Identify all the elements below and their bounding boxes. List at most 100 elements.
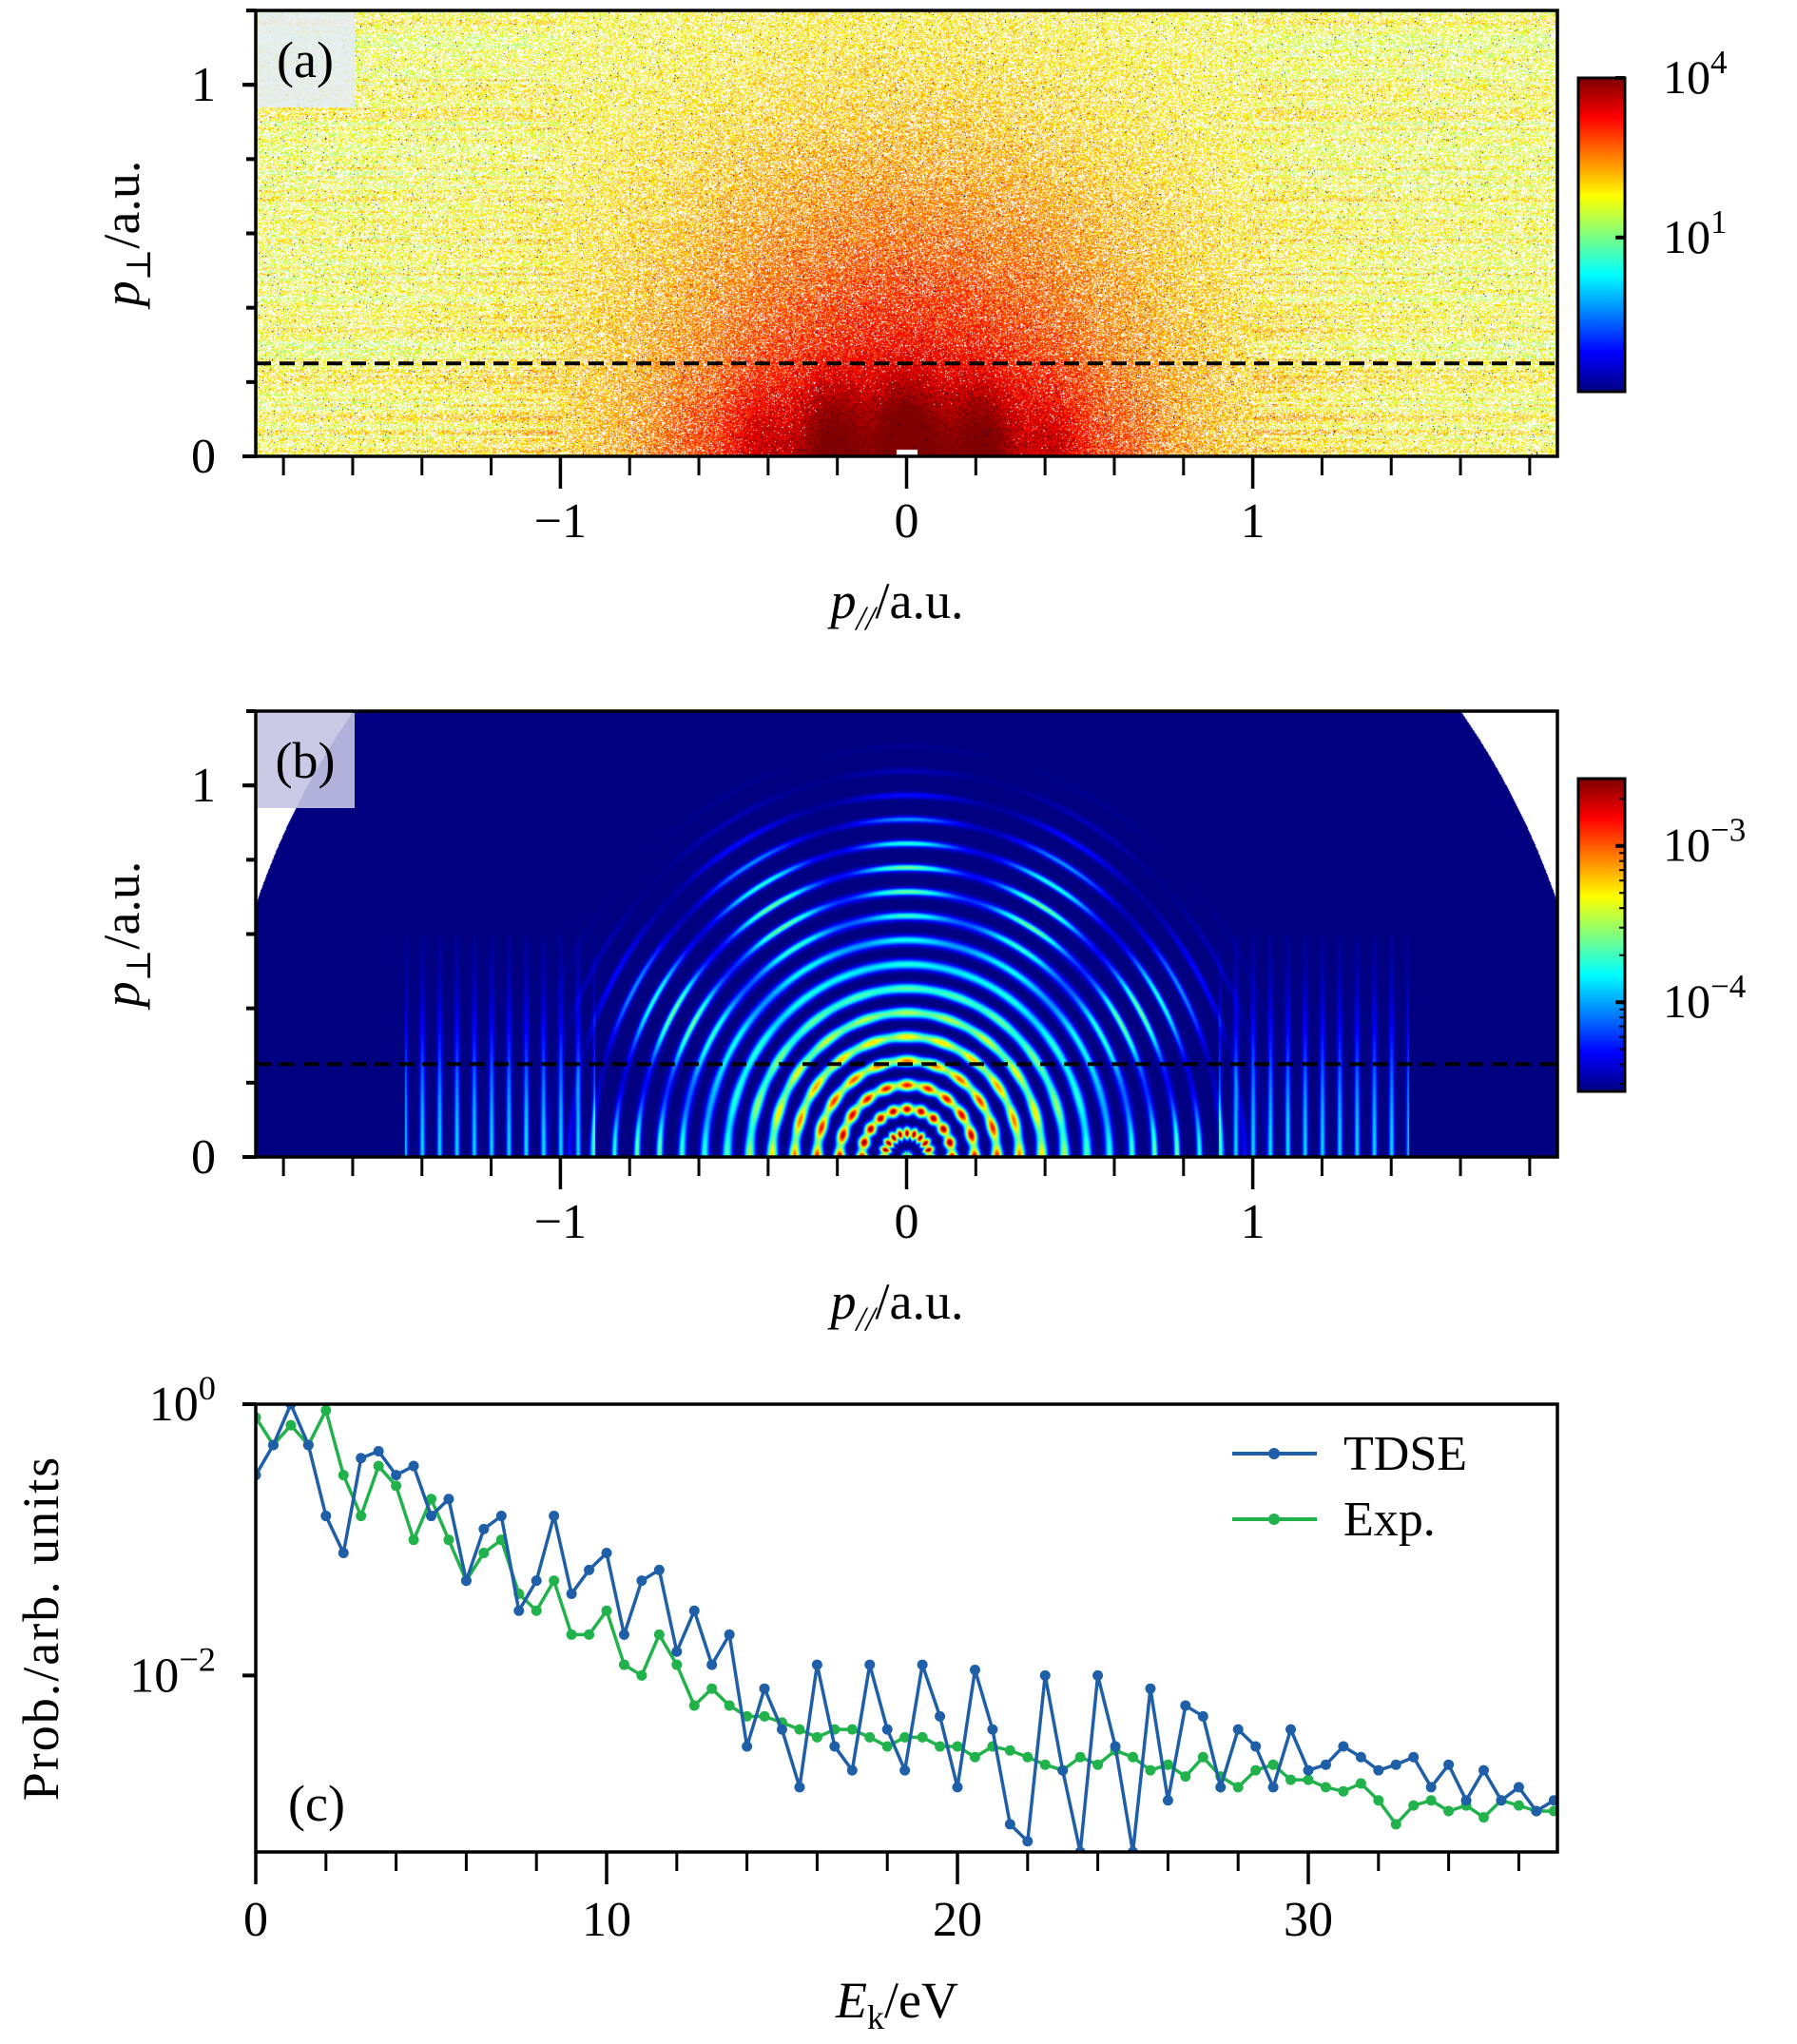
- data-point: [636, 1575, 647, 1587]
- panel-label: (a): [277, 31, 334, 88]
- data-point: [881, 1741, 893, 1752]
- data-point: [1320, 1759, 1331, 1770]
- data-point: [1338, 1785, 1349, 1797]
- data-point: [1355, 1751, 1366, 1763]
- data-point: [846, 1724, 858, 1735]
- data-point: [1320, 1782, 1331, 1793]
- x-tick-label: 0: [895, 494, 919, 549]
- data-point: [1197, 1710, 1208, 1722]
- y-tick-label: 1: [191, 759, 216, 813]
- data-point: [1513, 1782, 1524, 1793]
- data-point: [636, 1669, 647, 1681]
- data-point: [917, 1731, 928, 1743]
- colorbar-tick-label: 101: [1663, 203, 1728, 263]
- data-point: [1039, 1759, 1051, 1770]
- data-point: [1425, 1782, 1437, 1793]
- y-axis-label: Prob./arb. units: [12, 1456, 69, 1802]
- panel-label-box: [258, 713, 355, 808]
- x-tick-label: 0: [895, 1195, 919, 1249]
- data-point: [320, 1511, 332, 1522]
- data-point: [794, 1724, 805, 1735]
- data-point: [1092, 1759, 1104, 1770]
- data-point: [1232, 1782, 1244, 1793]
- data-point: [1355, 1778, 1366, 1789]
- data-point: [935, 1710, 946, 1722]
- data-point: [1373, 1795, 1384, 1806]
- colorbar-tick-label: 10−3: [1663, 812, 1746, 872]
- data-point: [987, 1724, 998, 1735]
- series-tdse: [256, 1404, 1557, 1852]
- data-point: [1162, 1795, 1173, 1806]
- data-point: [969, 1664, 980, 1675]
- x-tick-label: −1: [534, 1195, 587, 1249]
- colorbar-tick-label: 10−4: [1663, 968, 1746, 1028]
- panel-label-box: [258, 12, 355, 107]
- data-point: [811, 1731, 822, 1743]
- data-point: [864, 1731, 876, 1743]
- data-point: [1285, 1724, 1297, 1735]
- data-point: [478, 1548, 490, 1559]
- data-point: [899, 1764, 911, 1776]
- data-point: [1074, 1751, 1086, 1763]
- data-point: [1338, 1741, 1349, 1752]
- data-point: [1285, 1774, 1297, 1785]
- data-point: [1162, 1759, 1173, 1770]
- x-tick-label: −1: [534, 494, 587, 549]
- colorbar-b: [1578, 779, 1625, 1091]
- data-point: [759, 1683, 770, 1694]
- data-point: [601, 1548, 612, 1559]
- data-point: [653, 1629, 665, 1640]
- x-tick-label: 10: [582, 1893, 631, 1947]
- data-point: [373, 1445, 384, 1456]
- x-axis-label: Ek/eV: [835, 1972, 958, 2036]
- data-point: [706, 1683, 718, 1694]
- data-point: [1110, 1741, 1121, 1752]
- data-point: [671, 1659, 683, 1670]
- data-point: [794, 1782, 805, 1793]
- data-point: [1548, 1795, 1557, 1806]
- data-point: [356, 1511, 367, 1522]
- data-point: [1478, 1764, 1490, 1776]
- data-point: [777, 1724, 788, 1735]
- data-point: [917, 1659, 928, 1670]
- data-point: [688, 1700, 700, 1711]
- colorbar-frame: [1576, 777, 1627, 1093]
- y-tick-label: 1: [191, 58, 216, 112]
- x-axis-label: p///a.u.: [827, 572, 964, 637]
- data-point: [443, 1494, 454, 1505]
- data-point: [531, 1575, 542, 1587]
- data-point: [531, 1605, 542, 1616]
- data-point: [391, 1480, 402, 1492]
- y-tick-label: 0: [191, 1130, 216, 1185]
- x-tick-label: 1: [1241, 1195, 1266, 1249]
- data-point: [1039, 1669, 1051, 1681]
- data-point: [426, 1494, 437, 1505]
- data-point: [373, 1460, 384, 1472]
- data-point: [338, 1470, 349, 1481]
- data-point: [671, 1646, 683, 1657]
- data-point: [969, 1751, 980, 1763]
- panel-label: (c): [288, 1775, 345, 1832]
- data-point: [864, 1659, 876, 1670]
- data-point: [1425, 1795, 1437, 1806]
- data-point: [338, 1548, 349, 1559]
- data-point: [899, 1731, 911, 1743]
- plot-frame: [254, 709, 1559, 1159]
- data-point: [460, 1575, 472, 1587]
- data-point: [478, 1523, 490, 1534]
- legend-label: Exp.: [1343, 1493, 1436, 1547]
- data-point: [688, 1605, 700, 1616]
- data-point: [1022, 1751, 1034, 1763]
- data-point: [618, 1629, 629, 1640]
- data-point: [742, 1741, 753, 1752]
- data-point: [1390, 1819, 1401, 1830]
- x-tick-label: 30: [1284, 1893, 1333, 1947]
- data-point: [724, 1700, 735, 1711]
- data-point: [1478, 1812, 1490, 1823]
- data-point: [1443, 1759, 1455, 1770]
- y-tick-label: 100: [149, 1369, 216, 1432]
- panel-label: (b): [276, 732, 336, 789]
- data-point: [566, 1588, 577, 1599]
- data-point: [267, 1439, 279, 1451]
- legend-marker: [1268, 1448, 1280, 1459]
